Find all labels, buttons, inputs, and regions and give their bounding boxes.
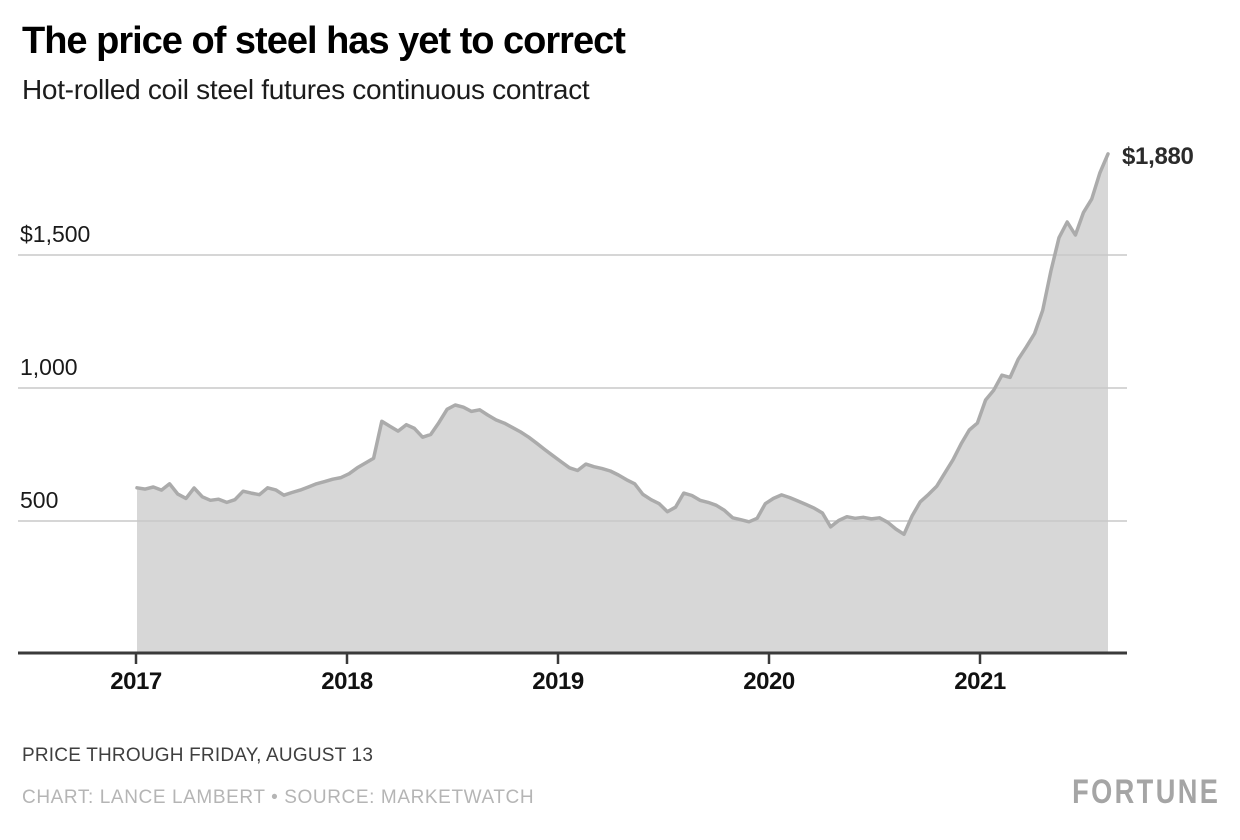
x-axis-tick-label-2017: 2017 — [110, 668, 162, 695]
fortune-logo: FORTUNE — [1071, 773, 1220, 811]
y-axis-tick-label-1500: $1,500 — [20, 221, 91, 247]
latest-price-annotation: $1,880 — [1122, 143, 1194, 170]
y-axis-tick-label-1000: 1,000 — [20, 354, 78, 380]
x-axis-tick-label-2021: 2021 — [954, 668, 1006, 695]
x-axis-ticks — [134, 653, 982, 664]
y-axis-tick-label-500: 500 — [20, 487, 59, 513]
chart-subtitle: Hot-rolled coil steel futures continuous… — [22, 74, 590, 105]
price-through-note: PRICE THROUGH FRIDAY, AUGUST 13 — [22, 745, 374, 766]
chart-source-credit: CHART: LANCE LAMBERT • SOURCE: MARKETWAT… — [22, 787, 535, 808]
price-line — [135, 152, 1110, 537]
chart-title: The price of steel has yet to correct — [22, 20, 626, 62]
area-fill — [137, 153, 1108, 653]
x-axis-tick-label-2018: 2018 — [321, 668, 373, 695]
x-axis-tick-label-2020: 2020 — [743, 668, 795, 695]
x-axis-tick-label-2019: 2019 — [532, 668, 584, 695]
gridlines — [18, 254, 1127, 522]
